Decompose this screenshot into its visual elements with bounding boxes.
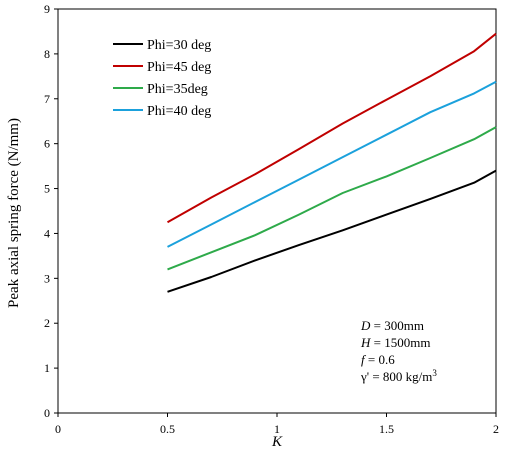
annotation-layer: D = 300mm H = 1500mm f = 0.6γ' = 800 kg/m3 bbox=[360, 318, 437, 384]
annotation-D: D = 300mm bbox=[360, 318, 424, 333]
y-tick-label: 1 bbox=[44, 361, 50, 375]
legend-label-1: Phi=30 deg bbox=[147, 38, 211, 53]
x-tick-label: 2 bbox=[493, 422, 499, 436]
legend-label-3: Phi=35deg bbox=[147, 82, 208, 97]
y-tick-label: 2 bbox=[44, 316, 50, 330]
legend-label-4: Phi=40 deg bbox=[147, 104, 211, 119]
x-tick-label: 0 bbox=[55, 422, 61, 436]
y-tick-label: 3 bbox=[44, 271, 50, 285]
series-layer bbox=[167, 32, 497, 293]
y-tick-label: 7 bbox=[44, 92, 50, 106]
x-tick-label: 0.5 bbox=[160, 422, 175, 436]
y-tick-label: 0 bbox=[44, 406, 50, 420]
y-tick-label: 9 bbox=[44, 2, 50, 16]
y-axis-label: Peak axial spring force (N/mm) bbox=[6, 118, 22, 308]
annotation-f: f = 0.6 bbox=[361, 352, 395, 367]
annotation-gamma: γ' = 800 kg/m3 bbox=[360, 368, 437, 384]
plot-frame bbox=[57, 8, 497, 414]
x-axis-label: K bbox=[271, 434, 283, 450]
y-tick-label: 8 bbox=[44, 47, 50, 61]
y-tick-label: 6 bbox=[44, 137, 50, 151]
series-line-3 bbox=[167, 126, 497, 271]
y-tick-label: 5 bbox=[44, 182, 50, 196]
series-line-4 bbox=[167, 80, 497, 248]
x-tick-label: 1 bbox=[274, 422, 280, 436]
series-line-2 bbox=[167, 32, 497, 224]
y-tick-label: 4 bbox=[44, 226, 50, 240]
legend-layer: Phi=30 deg Phi=45 deg Phi=35deg Phi=40 deg bbox=[113, 38, 211, 119]
x-tick-label: 1.5 bbox=[379, 422, 394, 436]
series-line-1 bbox=[167, 169, 497, 293]
axes-layer: 0 1 2 3 4 5 6 7 8 9 0 0.5 1 1.5 2 K Peak axial spring fo… bbox=[6, 2, 499, 450]
legend-label-2: Phi=45 deg bbox=[147, 60, 211, 75]
annotation-H: H = 1500mm bbox=[360, 335, 430, 350]
